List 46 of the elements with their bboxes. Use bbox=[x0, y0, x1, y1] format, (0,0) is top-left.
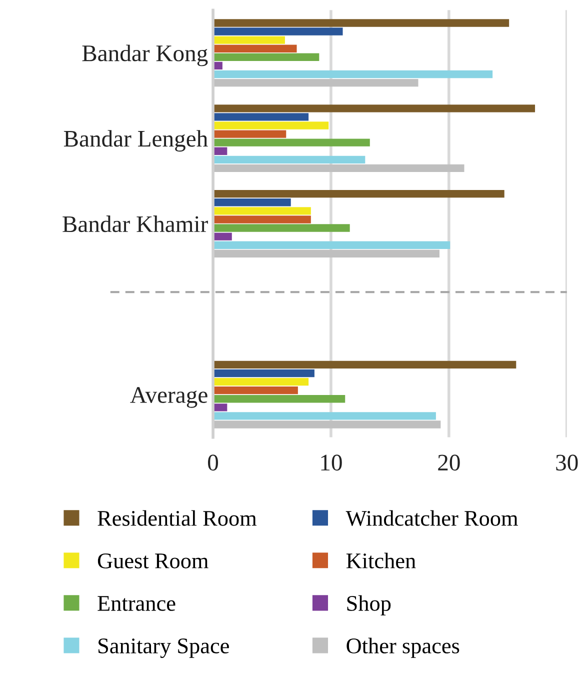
bar bbox=[213, 386, 298, 394]
y-tick-label: Bandar Kong bbox=[82, 44, 208, 66]
bar bbox=[213, 404, 228, 412]
bar bbox=[213, 28, 343, 36]
bar bbox=[213, 19, 510, 27]
bar bbox=[213, 36, 285, 44]
bar bbox=[213, 241, 450, 249]
bar bbox=[213, 207, 311, 215]
bar bbox=[213, 44, 297, 52]
y-tick-label: Average bbox=[130, 387, 208, 408]
bar bbox=[213, 190, 504, 198]
bar bbox=[213, 378, 309, 386]
bar bbox=[213, 104, 536, 112]
bar bbox=[213, 198, 291, 206]
bar bbox=[213, 369, 314, 378]
bar bbox=[213, 70, 493, 78]
bar bbox=[213, 420, 441, 428]
bar bbox=[213, 232, 232, 240]
legend-label: Windcatcher Room bbox=[346, 510, 518, 526]
bar bbox=[213, 156, 366, 164]
y-tick-label: Bandar Khamir bbox=[62, 216, 208, 232]
legend-label: Kitchen bbox=[346, 552, 416, 568]
bar bbox=[213, 122, 329, 130]
bar bbox=[213, 130, 286, 138]
x-tick-label: 0 bbox=[208, 454, 218, 471]
legend-label: Sanitary Space bbox=[98, 638, 229, 658]
x-tick-label: 10 bbox=[321, 454, 342, 471]
y-tick-label: Bandar Lengeh bbox=[64, 130, 208, 152]
bar bbox=[213, 53, 320, 61]
legend-label: Entrance bbox=[98, 596, 176, 611]
bar bbox=[213, 78, 418, 87]
bar bbox=[213, 113, 309, 121]
bar bbox=[213, 224, 350, 232]
bar bbox=[213, 360, 516, 369]
legend-label: Residential Room bbox=[98, 510, 257, 526]
bar bbox=[213, 395, 346, 403]
legend-label: Shop bbox=[347, 595, 391, 616]
bar bbox=[213, 138, 370, 146]
legend-label: Other spaces bbox=[346, 638, 460, 658]
bar bbox=[213, 216, 311, 224]
legend-label: Guest Room bbox=[98, 553, 208, 568]
x-tick-label: 20 bbox=[438, 454, 460, 471]
bar bbox=[213, 412, 436, 420]
x-tick-label: 30 bbox=[556, 454, 578, 471]
bar bbox=[213, 164, 464, 172]
bar bbox=[213, 250, 440, 258]
